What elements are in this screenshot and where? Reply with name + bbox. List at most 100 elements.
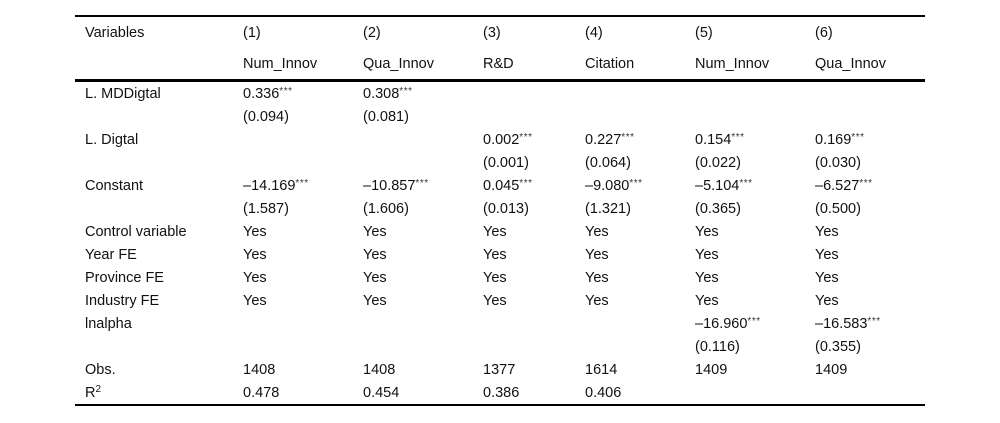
table-cell: 1377	[483, 361, 516, 378]
dependent-variable-5: Num_Innov	[695, 55, 770, 72]
table-row: (0.116) (0.355)	[75, 335, 925, 358]
table-cell: 0.386	[483, 384, 520, 401]
significance-stars: ***	[399, 85, 413, 97]
table-cell: Yes	[243, 269, 267, 286]
row-label	[75, 197, 243, 220]
table-cell: 0.045***	[483, 177, 533, 194]
table-cell: –6.527***	[815, 177, 873, 194]
table-cell: –16.960***	[695, 315, 761, 332]
significance-stars: ***	[519, 177, 533, 189]
table-cell: (0.064)	[585, 154, 631, 171]
row-label: Constant	[85, 177, 144, 194]
table-cell: Yes	[815, 223, 839, 240]
table-row: (0.001) (0.064) (0.022) (0.030)	[75, 151, 925, 174]
dependent-variable-4: Citation	[585, 55, 635, 72]
table-row: Year FE Yes Yes Yes Yes Yes Yes	[75, 243, 925, 266]
significance-stars: ***	[279, 85, 293, 97]
table-row: L. MDDigtal 0.336*** 0.308***	[75, 81, 925, 106]
table-cell: Yes	[243, 223, 267, 240]
table-cell	[363, 128, 483, 151]
table-cell	[243, 312, 363, 335]
table-cell	[695, 81, 815, 106]
table-cell	[585, 105, 695, 128]
table-cell	[363, 151, 483, 174]
table-cell	[243, 151, 363, 174]
table-cell: Yes	[363, 223, 387, 240]
significance-stars: ***	[629, 177, 643, 189]
dependent-variable-1: Num_Innov	[243, 55, 318, 72]
row-label: Province FE	[85, 269, 164, 286]
row-label: R2	[85, 384, 102, 401]
model-number-6: (6)	[815, 24, 833, 41]
table-row: Constant –14.169*** –10.857*** 0.045*** –9.0…	[75, 174, 925, 197]
table-cell: (0.355)	[815, 338, 861, 355]
variables-column-header: Variables	[85, 24, 145, 41]
table-cell	[585, 312, 695, 335]
table-row: Province FE Yes Yes Yes Yes Yes Yes	[75, 266, 925, 289]
table-cell	[483, 105, 585, 128]
table-cell: (1.587)	[243, 200, 289, 217]
model-number-3: (3)	[483, 24, 501, 41]
table-cell: 0.169***	[815, 131, 865, 148]
table-cell: Yes	[483, 246, 507, 263]
table-cell: –5.104***	[695, 177, 753, 194]
table-cell	[815, 105, 925, 128]
table-cell: 1614	[585, 361, 618, 378]
table-cell: Yes	[695, 292, 719, 309]
table-cell: Yes	[363, 269, 387, 286]
table-cell: (0.094)	[243, 108, 289, 125]
table-cell: (0.013)	[483, 200, 529, 217]
table-cell: (0.500)	[815, 200, 861, 217]
table-cell: Yes	[483, 269, 507, 286]
empty-header-cell	[75, 48, 243, 81]
table-cell: Yes	[695, 269, 719, 286]
table-cell: Yes	[585, 223, 609, 240]
table-cell: Yes	[243, 292, 267, 309]
table-cell: (1.606)	[363, 200, 409, 217]
row-label-superscript: 2	[95, 384, 102, 395]
table-cell: –10.857***	[363, 177, 429, 194]
table-cell: Yes	[363, 292, 387, 309]
table-cell	[815, 381, 925, 405]
table-row: (1.587) (1.606) (0.013) (1.321) (0.365) (0.50…	[75, 197, 925, 220]
table-cell: 0.227***	[585, 131, 635, 148]
table-cell: (0.001)	[483, 154, 529, 171]
table-cell: Yes	[815, 246, 839, 263]
model-number-1: (1)	[243, 24, 261, 41]
table-cell	[815, 81, 925, 106]
table-cell	[483, 81, 585, 106]
table-row: (0.094) (0.081)	[75, 105, 925, 128]
row-label: lnalpha	[85, 315, 132, 332]
table-cell: (0.116)	[695, 338, 740, 355]
table-cell: Yes	[815, 269, 839, 286]
table-cell: Yes	[695, 223, 719, 240]
table-cell: Yes	[585, 246, 609, 263]
table-row: Obs. 1408 1408 1377 1614 1409 1409	[75, 358, 925, 381]
table-cell: 0.406	[585, 384, 622, 401]
header-row-dependent-variables: Num_Innov Qua_Innov R&D Citation Num_Inn…	[75, 48, 925, 81]
table-cell: 0.154***	[695, 131, 745, 148]
row-label	[75, 151, 243, 174]
table-cell: (0.022)	[695, 154, 741, 171]
table-cell: (0.081)	[363, 108, 409, 125]
model-number-4: (4)	[585, 24, 603, 41]
table-cell: Yes	[363, 246, 387, 263]
table-cell	[483, 312, 585, 335]
table-cell: 1409	[815, 361, 848, 378]
significance-stars: ***	[731, 131, 745, 143]
table-cell: 0.336***	[243, 85, 293, 102]
model-number-2: (2)	[363, 24, 381, 41]
table-cell	[585, 81, 695, 106]
table-body: L. MDDigtal 0.336*** 0.308*** (0.094) (0.081…	[75, 81, 925, 406]
dependent-variable-3: R&D	[483, 55, 514, 72]
table-cell: –9.080***	[585, 177, 643, 194]
table-cell	[363, 335, 483, 358]
significance-stars: ***	[747, 315, 761, 327]
table-cell: 0.308***	[363, 85, 413, 102]
dependent-variable-6: Qua_Innov	[815, 55, 886, 72]
table-cell	[363, 312, 483, 335]
table-cell: 1408	[243, 361, 276, 378]
table-cell: Yes	[483, 292, 507, 309]
table-row: lnalpha –16.960*** –16.583***	[75, 312, 925, 335]
